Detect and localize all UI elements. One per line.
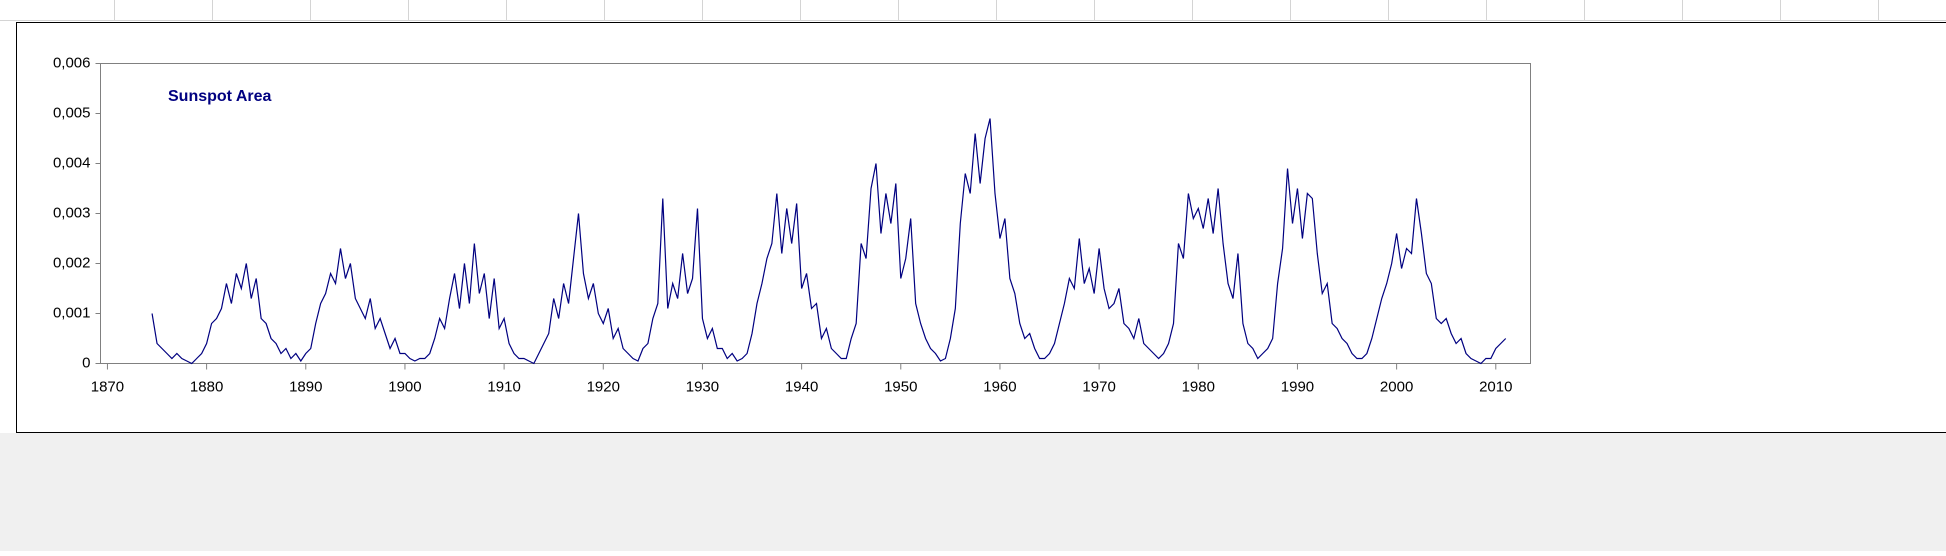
x-tick-label: 1870 [91, 378, 124, 395]
y-tick-label: 0,005 [53, 104, 91, 121]
sheet-below [0, 433, 1946, 551]
y-tick-label: 0 [82, 354, 90, 371]
x-tick-label: 1900 [388, 378, 421, 395]
x-tick-label: 1920 [587, 378, 620, 395]
x-tick-label: 1990 [1281, 378, 1314, 395]
x-tick-label: 1910 [487, 378, 520, 395]
chart-frame [17, 23, 1946, 433]
x-tick-label: 2000 [1380, 378, 1413, 395]
y-tick-label: 0,003 [53, 204, 91, 221]
x-tick-label: 1980 [1182, 378, 1215, 395]
y-tick-label: 0,002 [53, 254, 91, 271]
x-tick-label: 1940 [785, 378, 818, 395]
x-tick-label: 1880 [190, 378, 223, 395]
x-tick-label: 1970 [1082, 378, 1115, 395]
y-tick-label: 0,001 [53, 304, 91, 321]
x-tick-label: 1930 [686, 378, 719, 395]
x-tick-label: 1890 [289, 378, 322, 395]
x-tick-label: 1960 [983, 378, 1016, 395]
y-tick-label: 0,004 [53, 154, 91, 171]
series-label: Sunspot Area [168, 88, 272, 105]
x-tick-label: 1950 [884, 378, 917, 395]
x-tick-label: 2010 [1479, 378, 1512, 395]
y-tick-label: 0,006 [53, 54, 91, 71]
